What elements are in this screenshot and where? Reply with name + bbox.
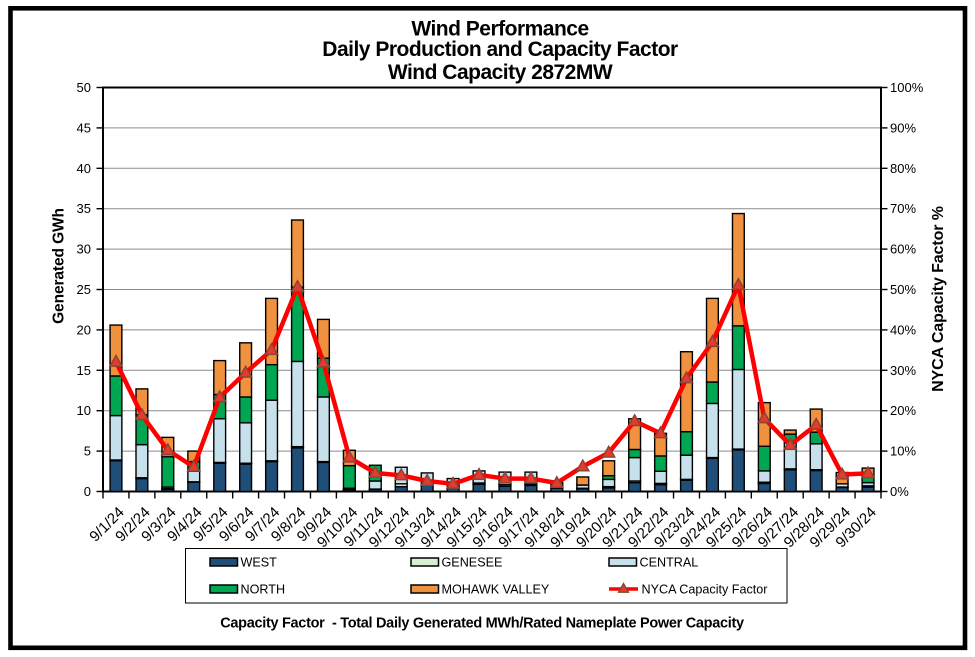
svg-text:80%: 80% — [890, 161, 916, 176]
svg-text:MOHAWK VALLEY: MOHAWK VALLEY — [442, 582, 550, 596]
svg-text:40%: 40% — [890, 322, 916, 337]
svg-text:20: 20 — [77, 322, 91, 337]
svg-text:10%: 10% — [890, 444, 916, 459]
svg-text:90%: 90% — [890, 120, 916, 135]
svg-text:45: 45 — [77, 120, 91, 135]
svg-text:20%: 20% — [890, 403, 916, 418]
svg-text:60%: 60% — [890, 242, 916, 257]
svg-text:50: 50 — [77, 80, 91, 95]
svg-text:10: 10 — [77, 403, 91, 418]
svg-text:GENESEE: GENESEE — [442, 555, 503, 569]
svg-text:Wind Performance: Wind Performance — [411, 17, 588, 40]
svg-text:50%: 50% — [890, 282, 916, 297]
svg-text:100%: 100% — [890, 80, 924, 95]
svg-text:25: 25 — [77, 282, 91, 297]
svg-text:30: 30 — [77, 242, 91, 257]
svg-text:NORTH: NORTH — [241, 582, 286, 596]
svg-text:Daily Production and Capacity: Daily Production and Capacity Factor — [322, 38, 678, 61]
svg-text:CENTRAL: CENTRAL — [640, 555, 699, 569]
svg-text:Generated GWh: Generated GWh — [51, 208, 68, 324]
svg-text:Wind Capacity 2872MW: Wind Capacity 2872MW — [388, 61, 613, 84]
svg-text:NYCA Capacity Factor %: NYCA Capacity Factor % — [930, 206, 947, 392]
svg-text:35: 35 — [77, 201, 91, 216]
svg-text:15: 15 — [77, 363, 91, 378]
svg-text:30%: 30% — [890, 363, 916, 378]
svg-text:WEST: WEST — [241, 555, 278, 569]
svg-text:40: 40 — [77, 161, 91, 176]
svg-text:0: 0 — [84, 484, 91, 499]
svg-text:5: 5 — [84, 444, 91, 459]
svg-text:Capacity Factor - Total Daily: Capacity Factor - Total Daily Generated … — [220, 616, 744, 632]
svg-text:0%: 0% — [890, 484, 909, 499]
svg-text:NYCA Capacity Factor: NYCA Capacity Factor — [642, 582, 768, 596]
svg-text:70%: 70% — [890, 201, 916, 216]
